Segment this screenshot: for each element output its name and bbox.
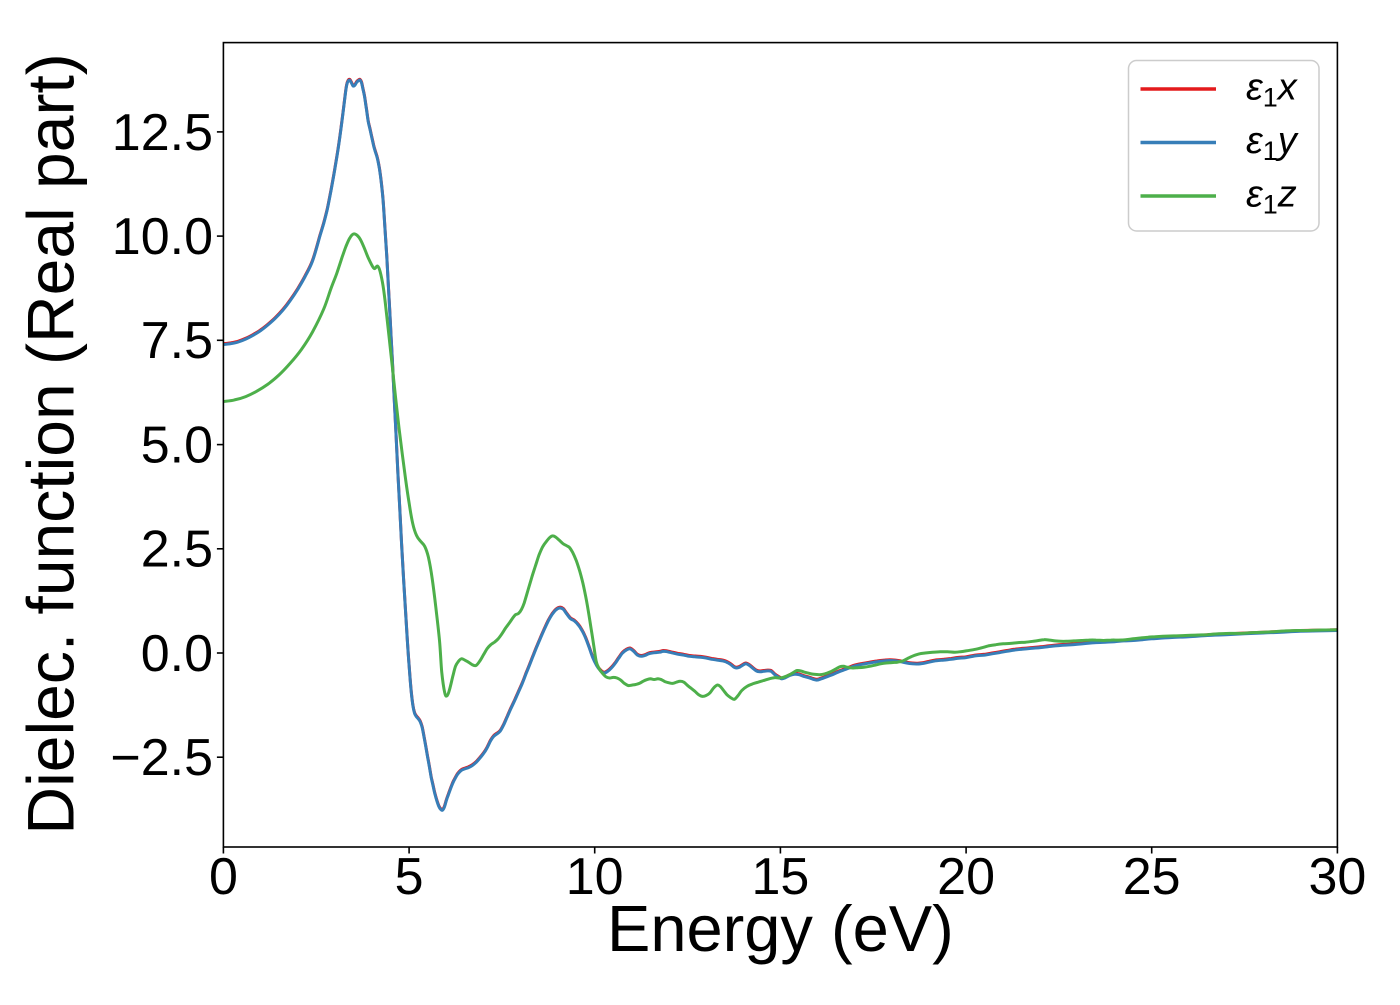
- svg-text:20: 20: [937, 848, 995, 906]
- svg-text:Energy (eV): Energy (eV): [607, 892, 954, 965]
- svg-text:0: 0: [209, 848, 238, 906]
- svg-text:25: 25: [1123, 848, 1181, 906]
- svg-text:30: 30: [1308, 848, 1366, 906]
- svg-text:ε1z: ε1z: [1246, 174, 1297, 220]
- svg-text:ε1y: ε1y: [1246, 120, 1299, 166]
- svg-text:10.0: 10.0: [112, 208, 213, 266]
- svg-text:5.0: 5.0: [141, 417, 213, 475]
- svg-text:0.0: 0.0: [141, 625, 213, 683]
- svg-text:15: 15: [751, 848, 809, 906]
- svg-text:7.5: 7.5: [141, 312, 213, 370]
- svg-text:−2.5: −2.5: [110, 729, 213, 787]
- svg-text:10: 10: [566, 848, 624, 906]
- svg-text:5: 5: [395, 848, 424, 906]
- svg-text:12.5: 12.5: [112, 104, 213, 162]
- svg-text:2.5: 2.5: [141, 521, 213, 579]
- svg-text:Dielec. function (Real part): Dielec. function (Real part): [14, 53, 88, 834]
